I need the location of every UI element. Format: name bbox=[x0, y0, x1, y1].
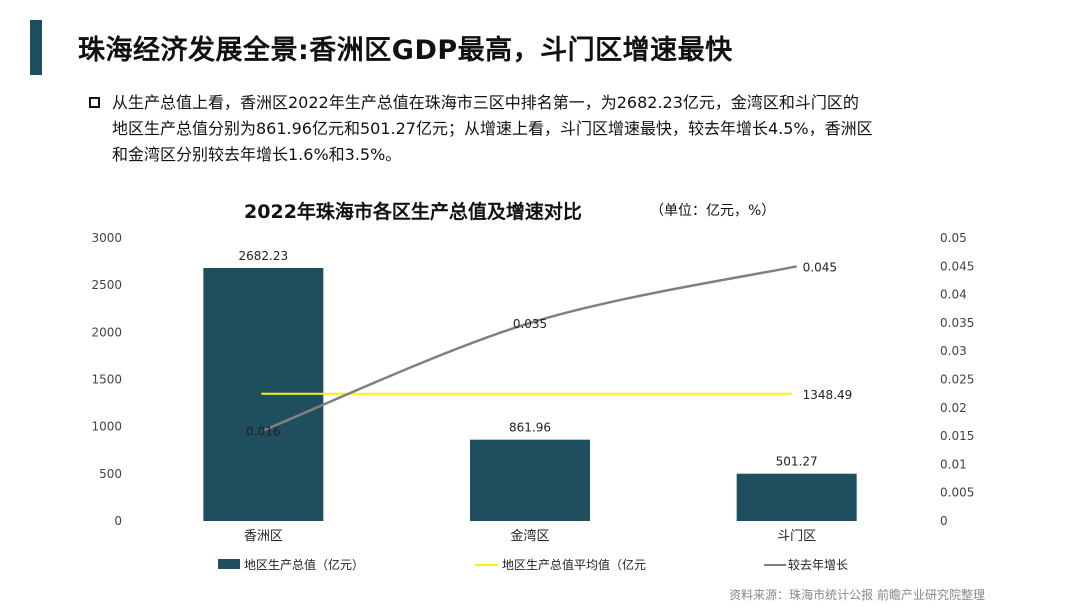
bar-data-label: 861.96 bbox=[509, 421, 551, 435]
y-right-tick-label: 0.035 bbox=[940, 316, 974, 330]
bullet-square-icon bbox=[89, 97, 100, 108]
bar-斗门区 bbox=[736, 473, 857, 521]
legend-growth-label: 较去年增长 bbox=[788, 557, 848, 572]
y-right-tick-label: 0.03 bbox=[940, 344, 967, 358]
y-right-tick-label: 0.015 bbox=[940, 429, 974, 443]
y-left-tick-label: 2500 bbox=[91, 278, 122, 292]
legend-bar-swatch bbox=[218, 559, 240, 569]
plot-area: 0 500 1000 1500 2000 2500 3000 0 0.005 0.01 0.015 0… bbox=[91, 231, 974, 572]
bar-data-label: 2682.23 bbox=[239, 249, 289, 263]
bar-金湾区 bbox=[470, 439, 590, 521]
bullet-line-1: 从生产总值上看，香洲区2022年生产总值在珠海市三区中排名第一，为2682.23… bbox=[112, 93, 859, 112]
bullet-line-3: 和金湾区分别较去年增长1.6%和3.5%。 bbox=[112, 145, 402, 164]
y-right-tick-label: 0 bbox=[940, 514, 948, 528]
growth-data-label: 0.016 bbox=[246, 424, 280, 438]
x-category-label: 金湾区 bbox=[510, 528, 549, 544]
title-accent-bar bbox=[30, 20, 42, 75]
x-category-label: 香洲区 bbox=[244, 529, 283, 544]
growth-data-label: 0.045 bbox=[803, 260, 837, 274]
y-left-tick-label: 1000 bbox=[91, 420, 122, 434]
chart-title: 2022年珠海市各区生产总值及增速对比 bbox=[244, 200, 582, 223]
legend-avg-label: 地区生产总值平均值（亿元 bbox=[502, 557, 646, 572]
y-left-tick-label: 1500 bbox=[91, 373, 122, 387]
y-right-tick-label: 0.025 bbox=[940, 373, 974, 387]
source-note: 资料来源：珠海市统计公报 前瞻产业研究院整理 bbox=[729, 588, 985, 602]
y-right-tick-label: 0.045 bbox=[940, 259, 974, 273]
bullet-line-2: 地区生产总值分别为861.96亿元和501.27亿元；从增速上看，斗门区增速最快… bbox=[112, 119, 873, 138]
bullet-paragraph: 从生产总值上看，香洲区2022年生产总值在珠海市三区中排名第一，为2682.23… bbox=[112, 90, 1042, 168]
y-right-tick-label: 0.05 bbox=[940, 231, 967, 245]
growth-data-label: 0.035 bbox=[513, 317, 547, 331]
y-left-tick-label: 3000 bbox=[91, 231, 122, 245]
page-title: 珠海经济发展全景:香洲区GDP最高，斗门区增速最快 bbox=[78, 35, 733, 66]
y-right-tick-label: 0.04 bbox=[940, 288, 967, 302]
chart-unit: （单位：亿元，%） bbox=[650, 203, 775, 219]
y-right-tick-label: 0.01 bbox=[940, 457, 967, 471]
y-left-tick-label: 2000 bbox=[91, 325, 122, 339]
y-right-tick-label: 0.02 bbox=[940, 401, 967, 415]
bar-data-label: 501.27 bbox=[776, 455, 818, 469]
y-left-tick-label: 0 bbox=[114, 514, 122, 528]
average-line-label: 1348.49 bbox=[803, 388, 853, 402]
y-left-tick-label: 500 bbox=[99, 467, 122, 481]
growth-line bbox=[262, 265, 797, 432]
legend-bar-label: 地区生产总值（亿元） bbox=[244, 557, 364, 572]
x-category-label: 斗门区 bbox=[777, 529, 816, 544]
y-right-tick-label: 0.005 bbox=[940, 486, 974, 500]
